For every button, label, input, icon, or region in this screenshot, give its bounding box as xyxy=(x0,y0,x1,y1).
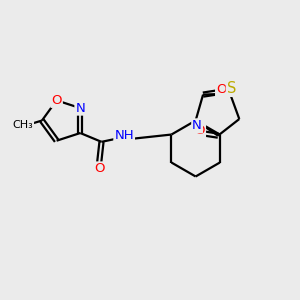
Text: N: N xyxy=(192,119,202,132)
Text: S: S xyxy=(227,81,236,96)
Text: O: O xyxy=(51,94,62,107)
Text: O: O xyxy=(216,83,226,96)
Text: N: N xyxy=(75,102,85,115)
Text: O: O xyxy=(94,162,104,176)
Text: CH₃: CH₃ xyxy=(12,120,33,130)
Text: O: O xyxy=(194,124,205,137)
Text: NH: NH xyxy=(114,130,134,142)
